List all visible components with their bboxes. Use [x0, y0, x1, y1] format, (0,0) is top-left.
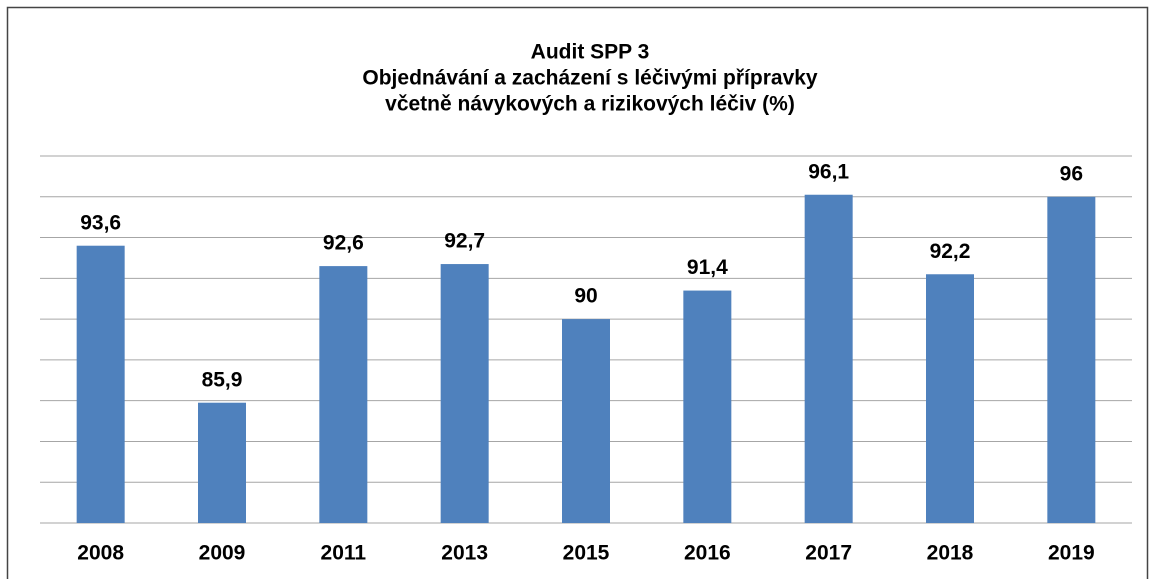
data-label: 90 — [574, 285, 597, 308]
x-tick-label: 2017 — [805, 542, 852, 565]
bar — [926, 274, 974, 523]
x-tick-label: 2018 — [927, 542, 974, 565]
data-label: 96 — [1060, 162, 1083, 185]
x-tick-label: 2011 — [321, 542, 367, 565]
chart-title: včetně návykových a rizikových léčiv (%) — [385, 93, 795, 116]
bar — [319, 266, 368, 523]
bar — [76, 245, 125, 523]
frame — [6, 6, 1149, 579]
data-label: 92,7 — [444, 230, 485, 253]
data-label: 91,4 — [687, 256, 728, 279]
bar — [683, 290, 732, 523]
x-tick-label: 2019 — [1048, 542, 1095, 565]
bar — [1047, 196, 1096, 523]
data-label: 96,1 — [808, 160, 849, 183]
chart-title: Objednávání a zacházení s léčivými přípr… — [362, 67, 818, 90]
bar — [440, 264, 489, 523]
x-tick-label: 2015 — [563, 542, 610, 565]
x-tick-label: 2013 — [441, 542, 488, 565]
data-label: 93,6 — [80, 211, 121, 234]
bar — [198, 402, 246, 523]
bar — [562, 319, 610, 523]
data-label: 92,6 — [323, 232, 364, 255]
x-tick-label: 2009 — [199, 542, 246, 565]
bar — [804, 194, 853, 523]
data-label: 85,9 — [202, 368, 243, 391]
data-label: 92,2 — [930, 240, 971, 263]
x-tick-label: 2016 — [684, 542, 731, 565]
x-tick-label: 2008 — [77, 542, 124, 565]
chart-title: Audit SPP 3 — [531, 41, 650, 64]
